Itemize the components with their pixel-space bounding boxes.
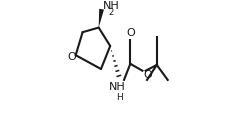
Text: O: O: [67, 51, 76, 61]
Text: O: O: [144, 69, 152, 79]
Text: H: H: [116, 92, 123, 101]
Text: 2: 2: [108, 8, 113, 17]
Text: NH: NH: [109, 81, 125, 91]
Text: O: O: [126, 28, 135, 38]
Text: NH: NH: [103, 1, 120, 11]
Polygon shape: [99, 10, 104, 28]
